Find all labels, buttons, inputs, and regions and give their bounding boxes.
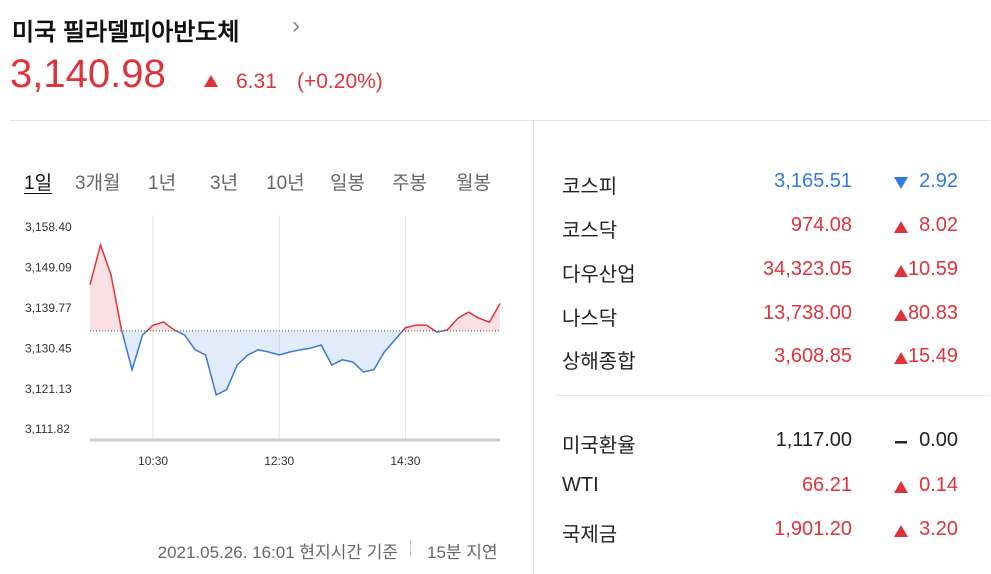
chevron[interactable]: › [292,12,300,39]
divider [533,120,534,574]
divider [10,120,990,121]
direction-icon [894,265,908,277]
market-name[interactable]: WTI [562,474,599,496]
price: 3,140.98 [10,52,166,96]
x-tick-label: 12:30 [264,454,294,468]
timestamp: 2021.05.26. 16:01 현지시간 기준 [157,543,398,562]
icon-shape [894,525,908,537]
chart: 10:30 12:30 14:30 3,158.40 3,149.09 3,139.77 3… [25,215,501,468]
icon-shape [894,481,908,493]
market-change: 0.00 [919,429,958,451]
area [90,330,500,395]
y-tick-label: 3,139.77 [25,301,72,315]
market-name[interactable]: 상해종합 [562,351,636,373]
market-name[interactable]: 코스피 [562,176,618,198]
market-change: 8.02 [919,214,958,236]
x-tick-label: 14:30 [390,454,420,468]
market-name[interactable]: 미국환율 [562,435,636,457]
market-value: 66.21 [801,474,852,496]
y-tick-label: 3,158.40 [25,220,72,234]
y-tick-label: 3,149.09 [25,261,72,275]
y-tick-label: 3,130.45 [25,341,72,355]
tab[interactable]: 월봉 [456,173,491,194]
market-change: 15.49 [907,345,958,367]
market-name[interactable]: 나스닥 [562,308,618,330]
direction-icon [894,481,908,493]
icon-shape [894,352,908,364]
icon-shape [894,309,908,321]
x-tick-label: 10:30 [138,454,168,468]
market-change: 80.83 [907,302,958,324]
market-value: 3,608.85 [774,345,852,367]
direction-icon [894,221,908,233]
market-name[interactable]: 다우산업 [562,264,636,286]
market-value: 1,901.20 [774,518,852,540]
area [90,244,500,331]
icon-shape [895,441,907,444]
y-tick-label: 3,121.13 [25,382,72,396]
direction-icon [894,177,908,189]
tab[interactable]: 3년 [210,173,239,194]
direction-icon [894,309,908,321]
direction-icon [894,352,908,364]
delay: 15분 지연 [427,543,498,562]
tab[interactable]: 3개월 [75,173,121,194]
market-change: 0.14 [919,474,958,496]
market-name[interactable]: 코스닥 [562,220,618,242]
market-value: 974.08 [790,214,852,236]
divider [555,395,990,396]
direction-icon [895,441,907,444]
icon-shape [894,177,908,189]
line [121,330,447,396]
icon-shape [894,221,908,233]
tab[interactable]: 1년 [148,173,177,194]
line [89,242,501,331]
market-value: 13,738.00 [763,302,852,324]
tab[interactable]: 주봉 [392,173,427,194]
market-value: 34,323.05 [763,258,852,280]
title[interactable]: 미국 필라델피아반도체 [12,19,240,46]
tab[interactable]: 일봉 [330,173,365,194]
market-value: 1,117.00 [775,429,852,451]
y-tick-label: 3,111.82 [25,422,70,436]
market-name[interactable]: 국제금 [562,524,618,546]
tab[interactable]: 1일 [24,173,53,194]
market-value: 3,165.51 [774,170,852,192]
up-arrow [204,75,218,87]
direction-icon [894,525,908,537]
separator [410,540,411,557]
change: 6.31 [236,70,277,93]
tab[interactable]: 10년 [266,173,305,194]
market-change: 3.20 [919,518,958,540]
icon-shape [894,265,908,277]
change-pct: (+0.20%) [297,70,383,93]
market-change: 2.92 [919,170,958,192]
market-change: 10.59 [907,258,958,280]
